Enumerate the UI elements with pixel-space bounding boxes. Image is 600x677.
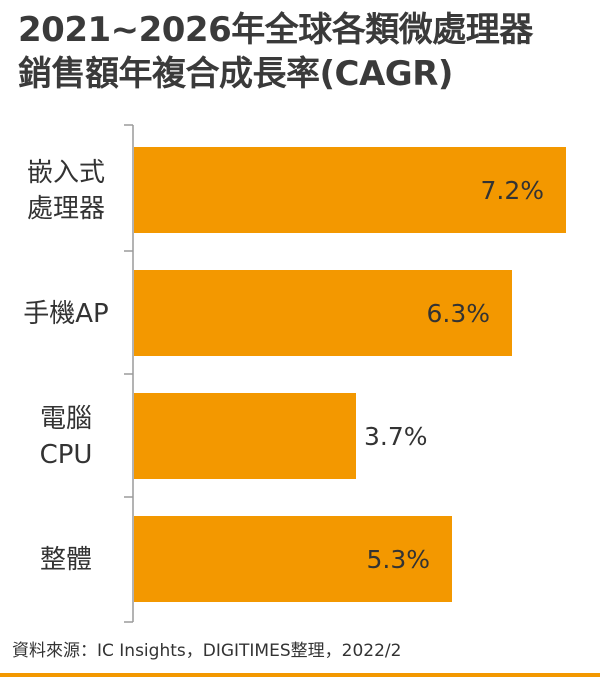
bar	[134, 270, 512, 356]
bar	[134, 393, 356, 479]
category-label: 電腦 CPU	[40, 404, 93, 470]
chart-title-line-1: 2021~2026年全球各類微處理器	[18, 10, 533, 50]
chart-title: 2021~2026年全球各類微處理器 銷售額年複合成長率(CAGR)	[18, 8, 588, 96]
bar-value-label: 7.2%	[480, 176, 544, 205]
bar-value-label: 6.3%	[426, 299, 490, 328]
category-label: 整體	[40, 545, 92, 575]
bar	[134, 516, 452, 602]
category-label-line: 嵌入式	[27, 158, 105, 188]
chart-title-line-2: 銷售額年複合成長率(CAGR)	[18, 54, 453, 94]
footer-rule	[0, 673, 600, 677]
bar	[134, 147, 566, 233]
category-label-line: 整體	[40, 545, 92, 575]
bar-value-label: 5.3%	[366, 545, 430, 574]
category-label: 手機AP	[23, 299, 108, 329]
category-label-line: 處理器	[27, 194, 105, 224]
source-note: 資料來源：IC Insights，DIGITIMES整理，2022/2	[12, 641, 402, 661]
category-label-line: CPU	[40, 440, 93, 470]
category-label: 嵌入式處理器	[27, 158, 105, 224]
bar-value-label: 3.7%	[364, 422, 428, 451]
category-label-line: 手機AP	[23, 299, 108, 329]
category-label-line: 電腦	[40, 404, 92, 434]
